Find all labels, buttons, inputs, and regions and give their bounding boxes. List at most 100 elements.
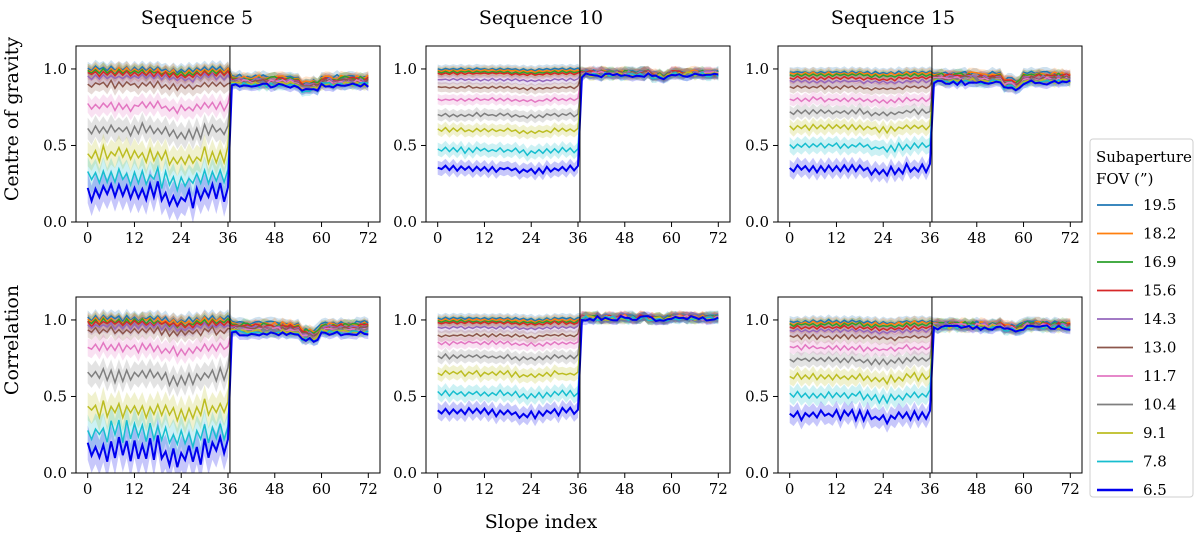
x-tick-label: 60 [662, 480, 681, 498]
x-tick-label: 48 [615, 229, 634, 247]
column-titles: Sequence 5 Sequence 10 Sequence 15 [141, 7, 955, 29]
y-tick-label: 0.0 [745, 464, 769, 482]
x-tick-label: 60 [312, 480, 331, 498]
series-line-6-5 [437, 72, 719, 176]
legend-label-13-0: 13.0 [1143, 339, 1176, 357]
series-line-6-5 [86, 330, 369, 470]
band-9-1 [87, 324, 369, 435]
panel-r0-c1: 0 12 24 36 48 60 72 0.0 0.5 1.0 [393, 45, 731, 247]
x-tick-label: 48 [265, 229, 284, 247]
plot-area [789, 66, 1071, 184]
series-line-11-7 [789, 75, 1071, 105]
panel-r1-c0: 0 12 24 36 48 60 72 0.0 0.5 1.0 [43, 296, 381, 498]
y-tick-label: 0.5 [43, 387, 67, 405]
band-10-4 [789, 319, 1071, 372]
legend-frame [1089, 138, 1194, 498]
y-tick-label: 0.5 [393, 387, 417, 405]
x-tick-label: 0 [83, 229, 93, 247]
y-tick-label: 1.0 [745, 60, 769, 78]
column-title-sequence-10: Sequence 10 [479, 7, 603, 29]
legend-label-16-9: 16.9 [1143, 253, 1176, 271]
panel-r0-c0: 0 12 24 36 48 60 72 0.0 0.5 1.0 [43, 45, 381, 247]
y-tick-label: 0.0 [393, 213, 417, 231]
series-line-14-3 [789, 74, 1071, 86]
legend: Subaperture FOV (”) 19.5 18.2 16.9 15.6 14.3… [1089, 138, 1194, 499]
series-line-13-0 [789, 74, 1071, 91]
panel-r1-c1: 0 12 24 36 48 60 72 0.0 0.5 1.0 [393, 296, 731, 498]
x-tick-label: 48 [967, 480, 986, 498]
x-tick-label: 60 [1014, 229, 1033, 247]
y-tick-label: 0.0 [43, 213, 67, 231]
row-label-correlation: Correlation [1, 285, 23, 395]
plot-area [437, 63, 719, 181]
series-line-6-5 [789, 78, 1071, 178]
column-title-sequence-15: Sequence 15 [831, 7, 955, 29]
plot-area [86, 59, 369, 222]
x-tick-label: 24 [522, 229, 541, 247]
x-tick-label: 72 [1061, 229, 1080, 247]
plot-area [86, 308, 369, 473]
series-line-14-3 [87, 72, 369, 88]
legend-label-9-1: 9.1 [1143, 424, 1167, 442]
x-tick-label: 72 [359, 480, 378, 498]
x-tick-label: 12 [125, 480, 144, 498]
x-tick-label: 72 [709, 480, 728, 498]
x-tick-label: 36 [920, 229, 939, 247]
series-line-18-2 [87, 66, 369, 85]
band-18-2 [437, 310, 719, 327]
x-tick-label: 12 [827, 480, 846, 498]
band-9-1 [437, 311, 719, 384]
series-line-19-5 [87, 314, 369, 333]
series-line-16-9 [789, 320, 1071, 329]
x-tick-label: 24 [522, 480, 541, 498]
x-tick-label: 0 [433, 229, 443, 247]
band-7-8 [87, 78, 369, 205]
legend-label-6-5: 6.5 [1143, 481, 1167, 499]
legend-label-14-3: 14.3 [1143, 310, 1176, 328]
band-10-4 [437, 67, 719, 124]
x-tick-label: 36 [920, 480, 939, 498]
band-6-5 [789, 320, 1071, 433]
y-tick-label: 1.0 [393, 311, 417, 329]
x-tick-label: 24 [172, 480, 191, 498]
x-tick-label: 48 [265, 480, 284, 498]
x-tick-label: 0 [785, 480, 795, 498]
band-7-8 [789, 75, 1071, 160]
series-line-9-1 [789, 77, 1071, 135]
legend-label-15-6: 15.6 [1143, 282, 1176, 300]
row-label-centre-of-gravity: Centre of gravity [1, 37, 23, 202]
legend-label-18-2: 18.2 [1143, 225, 1176, 243]
x-tick-label: 12 [827, 229, 846, 247]
panel-r1-c2: 0 12 24 36 48 60 72 0.0 0.5 1.0 [745, 296, 1083, 498]
x-tick-label: 24 [874, 229, 893, 247]
legend-title-line1: Subaperture [1096, 148, 1192, 166]
series-line-15-6 [789, 73, 1071, 85]
x-tick-label: 24 [172, 229, 191, 247]
panel-r0-c2: 0 12 24 36 48 60 72 0.0 0.5 1.0 [745, 45, 1083, 247]
series-line-10-4 [789, 76, 1071, 117]
x-tick-label: 48 [615, 480, 634, 498]
series-line-19-5 [789, 70, 1071, 83]
legend-entries: 19.5 18.2 16.9 15.6 14.3 13.0 11.7 10.4 9.1 7.8 6.… [1097, 196, 1176, 499]
x-tick-label: 60 [662, 229, 681, 247]
series-line-16-9 [87, 317, 369, 335]
column-title-sequence-5: Sequence 5 [141, 7, 253, 29]
band-11-7 [789, 318, 1071, 358]
y-tick-label: 0.0 [43, 464, 67, 482]
x-tick-label: 72 [359, 229, 378, 247]
y-tick-label: 0.5 [745, 136, 769, 154]
x-tick-label: 60 [312, 229, 331, 247]
x-tick-label: 12 [125, 229, 144, 247]
legend-label-11-7: 11.7 [1143, 367, 1176, 385]
legend-label-19-5: 19.5 [1143, 196, 1176, 214]
y-tick-label: 0.0 [393, 464, 417, 482]
x-tick-label: 72 [709, 229, 728, 247]
x-tick-label: 12 [475, 229, 494, 247]
plot-area [789, 314, 1071, 433]
x-tick-label: 24 [874, 480, 893, 498]
y-tick-label: 0.5 [43, 136, 67, 154]
y-tick-label: 0.0 [745, 213, 769, 231]
x-tick-label: 36 [568, 229, 587, 247]
x-tick-label: 48 [967, 229, 986, 247]
band-10-4 [437, 311, 719, 367]
